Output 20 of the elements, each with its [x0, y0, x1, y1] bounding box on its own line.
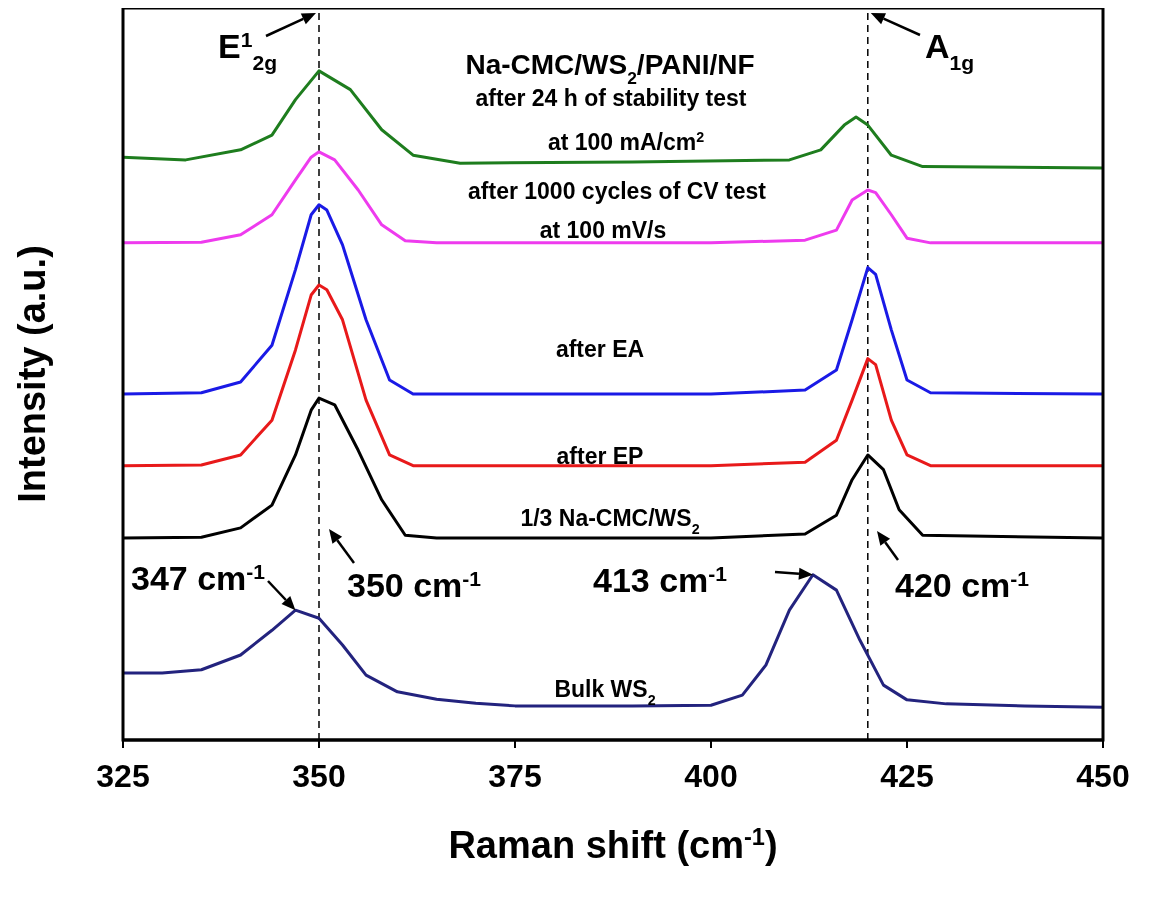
- series-label: Bulk WS$_{2}$: [554, 676, 656, 708]
- series-label: after EP: [556, 443, 644, 469]
- series-label: after 24 h of stability test at 100 mA/cm$^{2}$: [475, 85, 747, 155]
- x-tick-label: 400: [684, 757, 738, 794]
- x-tick-label: 325: [96, 757, 150, 794]
- y-axis-title: Intensity (a.u.): [11, 245, 53, 503]
- ref-line-label: A$_{1g}$: [925, 27, 975, 74]
- series-label: 1/3 Na-CMC/WS$_{2}$: [520, 505, 700, 537]
- annotation: 420 cm$^{-1}$: [895, 566, 1030, 604]
- x-axis-title: Raman shift (cm$^{-1}$): [448, 824, 778, 866]
- series-label: after 1000 cycles of CV test at 100 mV/s: [468, 178, 767, 243]
- series-label: after EA: [555, 336, 645, 362]
- x-tick-label: 425: [880, 757, 934, 794]
- x-tick-label: 350: [292, 757, 346, 794]
- annotation: 350 cm$^{-1}$: [347, 566, 482, 604]
- annotation: 347 cm$^{-1}$: [131, 559, 266, 597]
- chart-title: Na-CMC/WS$_{2}$/PANI/NF: [465, 49, 755, 88]
- x-tick-label: 450: [1076, 757, 1130, 794]
- x-tick-label: 375: [488, 757, 542, 794]
- annotation: 413 cm$^{-1}$: [593, 561, 728, 599]
